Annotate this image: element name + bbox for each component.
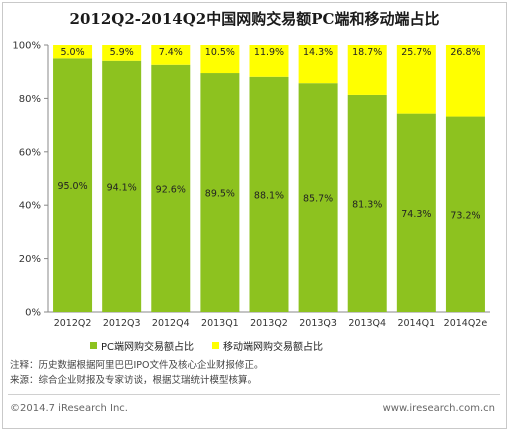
data-label-pc: 85.7% <box>303 194 333 205</box>
bar-mobile <box>298 45 338 84</box>
bar-pc <box>200 73 240 312</box>
data-label-mobile: 11.9% <box>254 47 284 58</box>
x-tick-label: 2013Q4 <box>348 318 386 329</box>
x-tick-label: 2012Q2 <box>54 318 92 329</box>
bar-pc <box>102 60 142 313</box>
legend-swatch-mobile <box>212 342 220 349</box>
bar-pc <box>53 58 93 312</box>
bar-mobile <box>445 45 485 117</box>
data-label-pc: 88.1% <box>254 190 284 201</box>
data-label-mobile: 5.9% <box>110 47 134 58</box>
bar-pc <box>151 64 191 313</box>
data-label-pc: 95.0% <box>57 181 87 192</box>
x-tick-label: 2014Q2e <box>444 318 488 329</box>
y-tick-label: 20% <box>19 254 41 265</box>
axes: 0% 20% 40% 60% 80% 100% 2012Q2 2012Q3 2012Q4 2013… <box>12 41 490 329</box>
bar-mobile <box>102 45 142 61</box>
y-tick-label: 80% <box>19 94 41 105</box>
data-label-mobile: 5.0% <box>60 47 84 58</box>
bar-pc <box>249 76 289 312</box>
y-tick-label: 100% <box>12 41 41 52</box>
legend-label-mobile: 移动端网购交易额占比 <box>223 342 324 353</box>
x-tick-label: 2013Q2 <box>250 318 288 329</box>
data-label-mobile: 25.7% <box>401 47 431 58</box>
x-tick-label: 2012Q3 <box>103 318 141 329</box>
bar-mobile <box>53 45 93 59</box>
chart-title: 2012Q2-2014Q2中国网购交易额PC端和移动端占比 <box>69 10 440 28</box>
x-tick-label: 2013Q1 <box>201 318 239 329</box>
footer-copyright: ©2014.7 iResearch Inc. <box>10 403 128 414</box>
bar-pc <box>445 116 485 312</box>
bar-mobile <box>249 45 289 77</box>
data-label-pc: 94.1% <box>107 182 137 193</box>
legend-item-pc: PC端网购交易额占比 <box>90 338 194 353</box>
y-tick-label: 60% <box>19 147 41 158</box>
data-label-pc: 92.6% <box>156 184 186 195</box>
footer-divider <box>8 394 500 395</box>
data-label-pc: 74.3% <box>401 209 431 220</box>
bar-mobile <box>396 45 436 114</box>
data-label-mobile: 10.5% <box>205 47 235 58</box>
x-tick-label: 2013Q3 <box>299 318 337 329</box>
footer-website[interactable]: www.iresearch.com.cn <box>382 403 495 414</box>
data-label-mobile: 7.4% <box>159 47 183 58</box>
bar-pc <box>396 113 436 312</box>
bar-pc <box>347 94 387 312</box>
data-labels: 95.0% 5.0% 94.1% 5.9% 92.6% 7.4% 89.5% 10.5% 88.… <box>57 47 480 221</box>
bars <box>53 45 485 313</box>
bar-pc <box>298 83 338 312</box>
legend: PC端网购交易额占比 移动端网购交易额占比 <box>90 338 323 353</box>
bar-mobile <box>200 45 240 74</box>
data-label-pc: 89.5% <box>205 189 235 200</box>
legend-label-pc: PC端网购交易额占比 <box>101 342 195 353</box>
note-line-1: 注释：历史数据根据阿里巴巴IPO文件及核心企业财报修正。 <box>10 360 264 371</box>
data-label-mobile: 18.7% <box>352 47 382 58</box>
notes: 注释：历史数据根据阿里巴巴IPO文件及核心企业财报修正。 来源：综合企业财报及专… <box>10 358 264 388</box>
legend-item-mobile: 移动端网购交易额占比 <box>212 338 323 353</box>
data-label-mobile: 14.3% <box>303 47 333 58</box>
stacked-bar-chart: 0% 20% 40% 60% 80% 100% 2012Q2 2012Q3 2012Q4 2013… <box>12 41 490 329</box>
x-tick-label: 2012Q4 <box>152 318 190 329</box>
note-line-2: 来源：综合企业财报及专家访谈，根据艾瑞统计模型核算。 <box>10 375 258 386</box>
y-tick-label: 40% <box>19 201 41 212</box>
data-label-pc: 81.3% <box>352 199 382 210</box>
data-label-mobile: 26.8% <box>450 47 480 58</box>
bar-mobile <box>347 45 387 95</box>
legend-swatch-pc <box>90 342 97 349</box>
x-tick-label: 2014Q1 <box>397 318 435 329</box>
bar-mobile <box>151 45 191 65</box>
y-tick-label: 0% <box>25 308 41 319</box>
data-label-pc: 73.2% <box>450 210 480 221</box>
